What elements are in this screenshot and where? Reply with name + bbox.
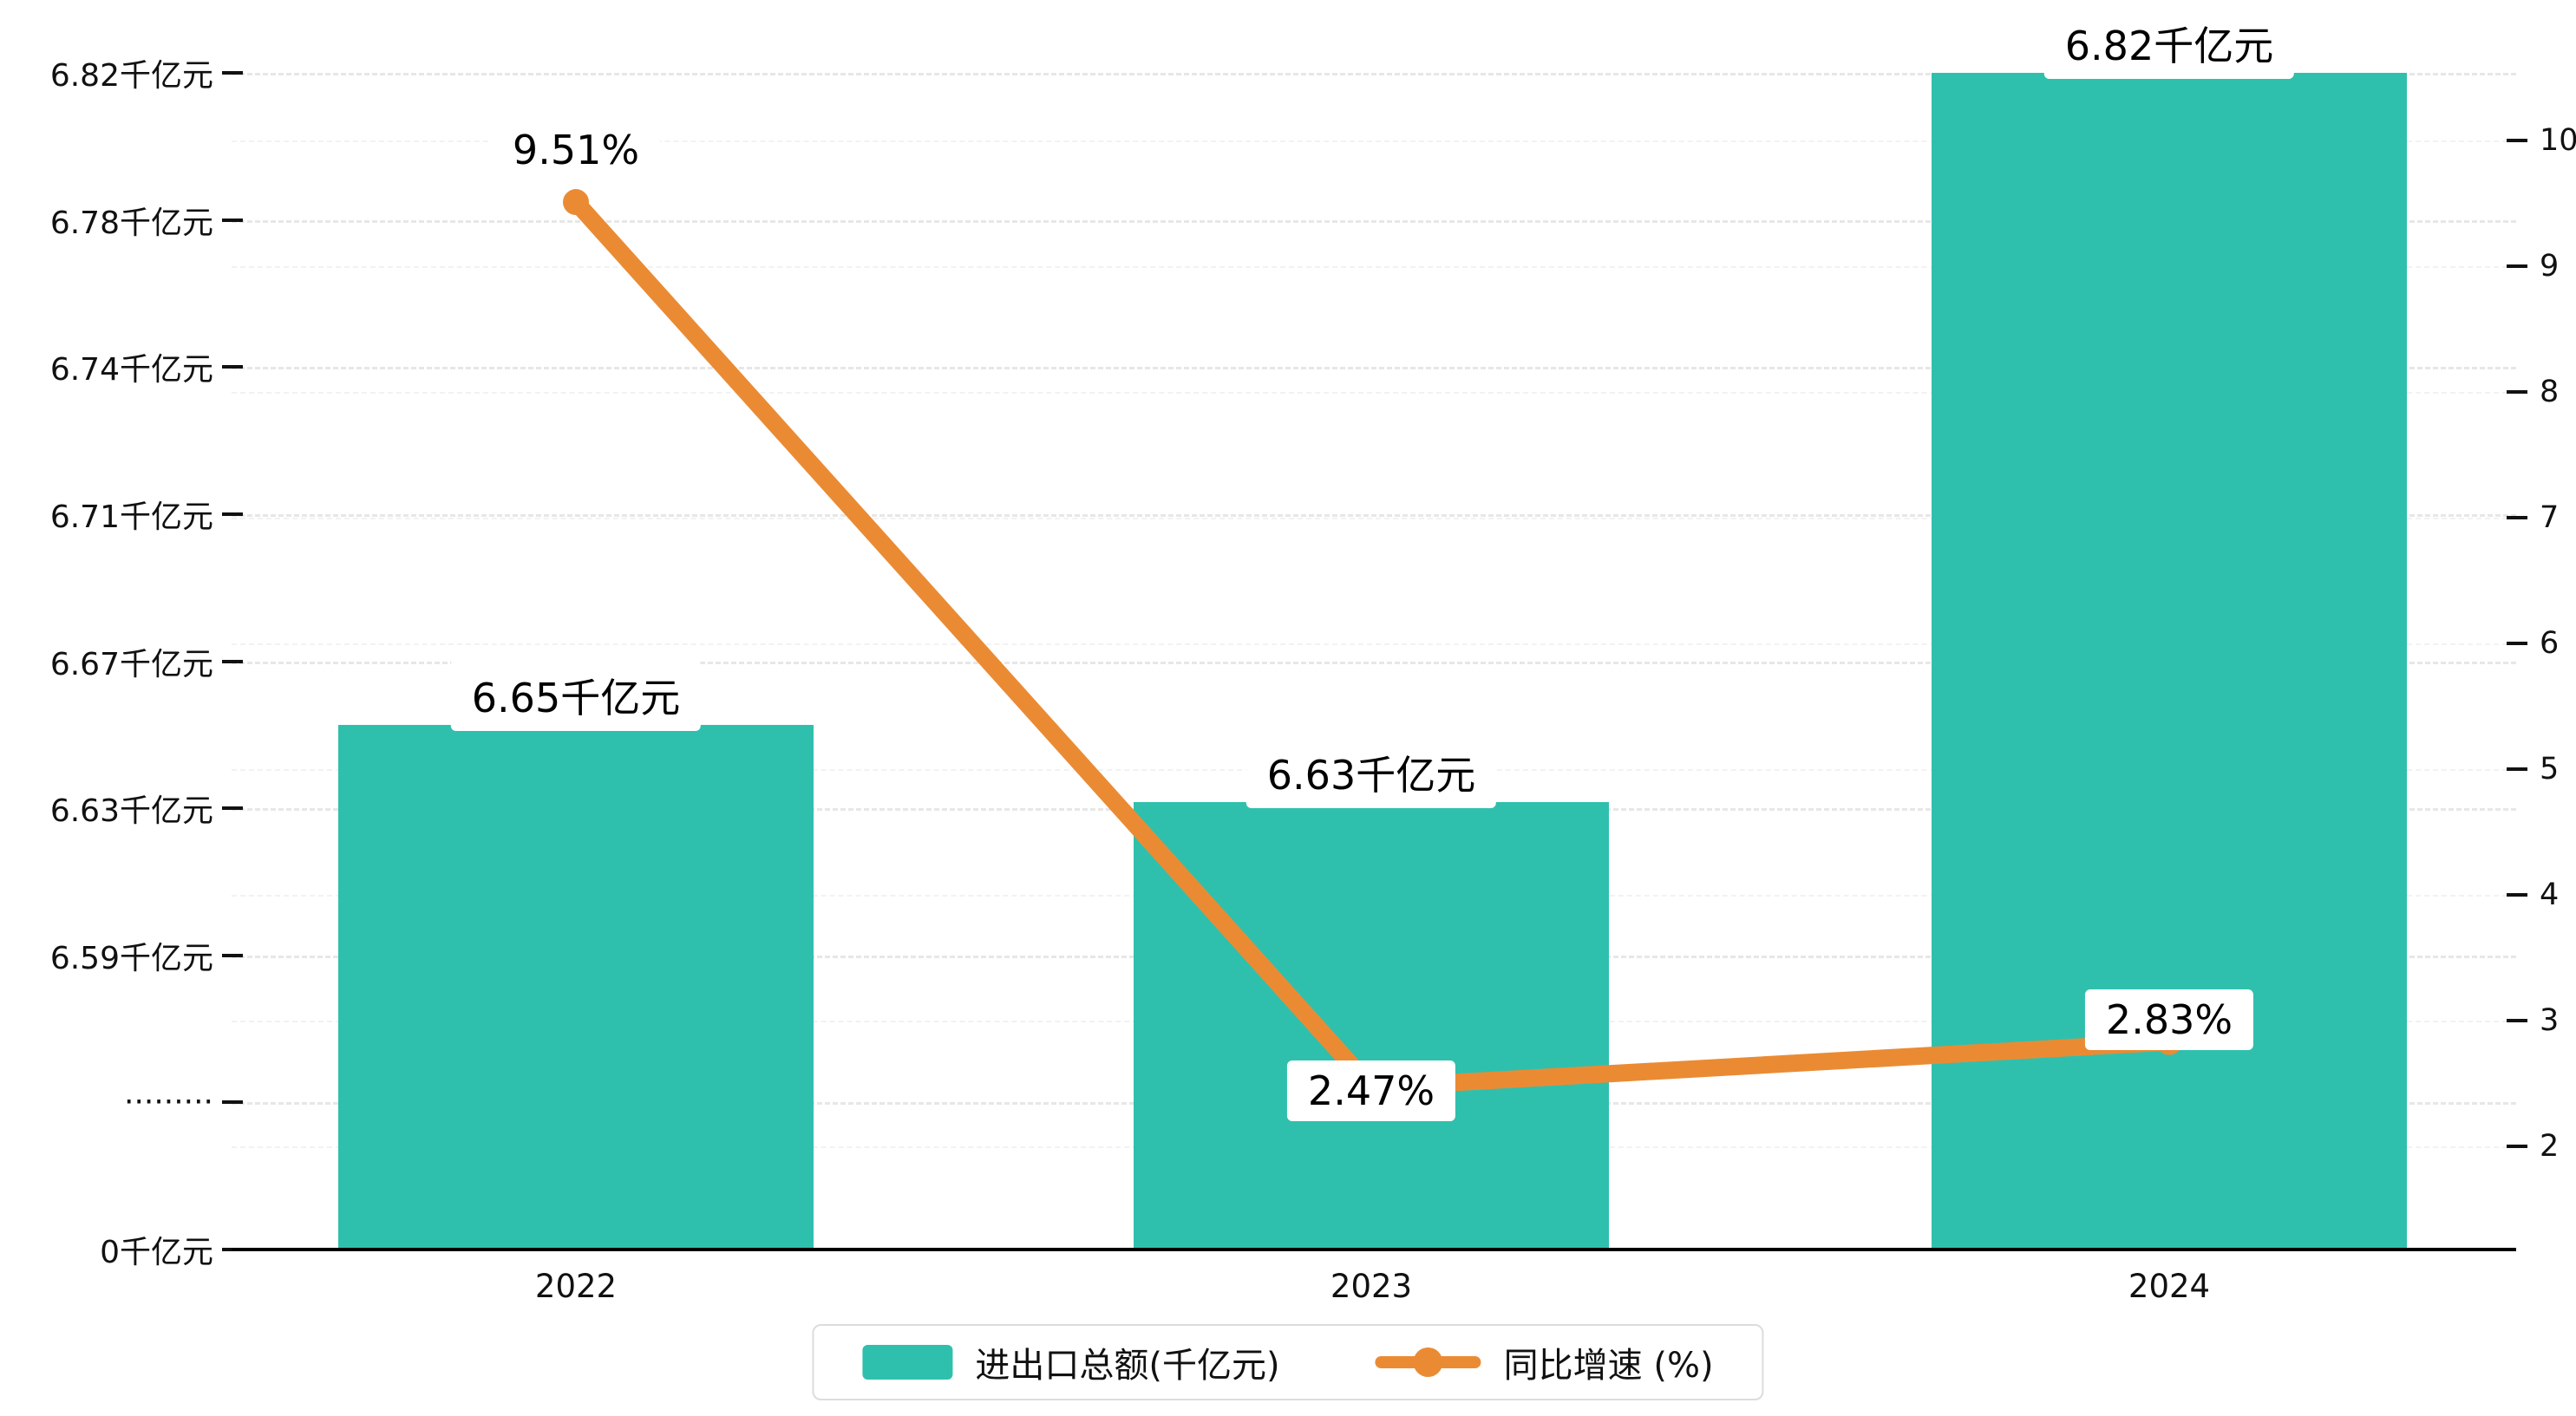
right-tick-mark (2507, 390, 2527, 394)
right-tick-mark (2507, 139, 2527, 142)
legend-bar-swatch-icon (862, 1345, 953, 1380)
left-tick-mark (222, 806, 243, 811)
growth-line-point (563, 189, 589, 216)
right-tick-mark (2507, 893, 2527, 897)
right-axis-tick-label: 9 (2540, 249, 2560, 284)
legend-label-growth: 同比增速 (%) (1503, 1346, 1714, 1386)
x-axis-tick-label: 2022 (534, 1268, 618, 1305)
x-axis-tick-label: 2024 (2128, 1268, 2211, 1305)
right-tick-mark (2507, 516, 2527, 519)
left-tick-mark (222, 1100, 243, 1105)
left-axis-tick-label: 6.82千亿元 (49, 58, 213, 94)
left-axis-tick-label: 6.67千亿元 (49, 646, 213, 682)
legend-item-total[interactable]: 进出口总额(千亿元) (862, 1337, 1280, 1387)
left-tick-mark (222, 512, 243, 516)
legend-item-growth[interactable]: 同比增速 (%) (1375, 1337, 1714, 1387)
left-tick-mark (222, 659, 243, 663)
right-axis-tick-label: 7 (2540, 500, 2560, 535)
x-axis-line (232, 1248, 2516, 1251)
right-axis-tick-label: 4 (2540, 878, 2560, 912)
left-axis-tick-label: 6.74千亿元 (49, 352, 213, 388)
right-tick-mark (2507, 642, 2527, 645)
gridline-left (232, 73, 2516, 75)
right-tick-mark (2507, 1019, 2527, 1022)
bar (1932, 73, 2407, 1250)
right-axis-tick-label: 5 (2540, 752, 2560, 786)
right-tick-mark (2507, 767, 2527, 771)
growth-value-label: 2.83% (2084, 989, 2254, 1050)
bar (338, 725, 814, 1250)
left-axis-tick-label: 6.63千亿元 (49, 793, 213, 830)
gridline-right (232, 140, 2516, 142)
legend-label-total: 进出口总额(千亿元) (975, 1346, 1280, 1386)
bar (1134, 801, 1609, 1250)
right-axis-tick-label: 3 (2540, 1003, 2560, 1038)
right-axis-tick-label: 10 (2540, 123, 2576, 158)
right-axis-tick-label: 6 (2540, 626, 2560, 661)
left-axis-tick-label: 6.78千亿元 (49, 205, 213, 241)
left-axis-tick-label: 6.59千亿元 (49, 940, 213, 976)
growth-value-label: 9.51% (491, 120, 661, 181)
right-tick-mark (2507, 264, 2527, 268)
left-tick-mark (222, 71, 243, 75)
x-axis-tick-label: 2023 (1330, 1268, 1413, 1305)
right-axis-tick-label: 8 (2540, 375, 2560, 409)
left-axis-tick-label: 6.71千亿元 (49, 499, 213, 535)
left-tick-mark (222, 365, 243, 369)
bar-value-label: 6.63千亿元 (1246, 736, 1497, 808)
left-axis-tick-label: 0千亿元 (100, 1235, 213, 1270)
legend-line-marker-icon (1375, 1345, 1481, 1380)
left-axis-tick-label: ········· (124, 1084, 213, 1120)
bar-value-label: 6.82千亿元 (2043, 8, 2295, 79)
legend-dot-icon (1413, 1347, 1443, 1377)
left-tick-mark (222, 218, 243, 222)
right-axis-tick-label: 2 (2540, 1129, 2560, 1164)
growth-value-label: 2.47% (1286, 1060, 1456, 1121)
legend: 进出口总额(千亿元) 同比增速 (%) (812, 1324, 1764, 1400)
bar-value-label: 6.65千亿元 (450, 660, 702, 732)
left-tick-mark (222, 953, 243, 957)
right-tick-mark (2507, 1145, 2527, 1148)
